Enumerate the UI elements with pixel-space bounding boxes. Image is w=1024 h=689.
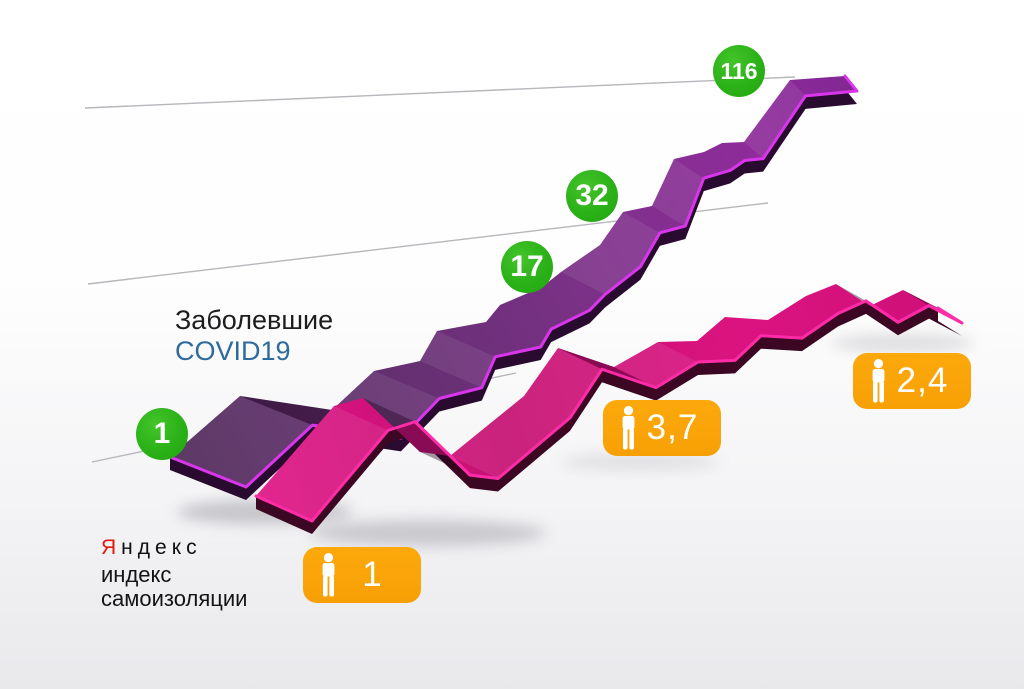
isolation-value-badge: 1 — [303, 547, 421, 603]
covid-value-badge: 1 — [136, 408, 188, 460]
covid-value-badge: 17 — [501, 241, 553, 293]
isolation-ribbon — [256, 284, 962, 521]
isolation-value: 1 — [362, 555, 383, 594]
covid-value: 32 — [575, 179, 609, 212]
isolation-value-badge: 2,4 — [853, 353, 971, 409]
isolation-ribbon-rim-highlight — [254, 299, 964, 523]
isolation-ribbon-segment-shade — [256, 406, 388, 521]
isolation-ribbon-side-face — [256, 300, 962, 534]
covid-ribbon-segment-shade — [170, 396, 313, 487]
isolation-value: 3,7 — [646, 408, 699, 447]
isolation-label-line1: индекс — [101, 562, 172, 587]
ground-shadow — [310, 520, 546, 546]
covid-ribbon — [170, 76, 857, 487]
isolation-ribbon-segment-shade — [524, 348, 602, 418]
person-icon — [872, 359, 885, 403]
covid-ribbon-segment-shade — [420, 331, 496, 388]
covid-value-badge: 32 — [566, 170, 618, 222]
isolation-label-line2: самоизоляции — [101, 586, 248, 611]
covid-ribbon-segment-shade — [744, 80, 806, 159]
covid-series-label: Заболевшие COVID19 — [175, 305, 333, 367]
isolation-ribbon-segment-shade — [450, 396, 570, 479]
yandex-logo-first-letter: Я — [101, 536, 122, 559]
covid-value-badge: 116 — [713, 45, 765, 97]
yandex-logo: Яндекс — [101, 536, 247, 560]
covid-ribbon-segment-shade — [600, 212, 660, 267]
gridline — [84, 76, 796, 109]
isolation-ribbon-segment-shade — [614, 342, 698, 388]
covid-series-label-line2: COVID19 — [175, 336, 291, 366]
covid-value: 116 — [720, 57, 758, 84]
isolation-value: 2,4 — [896, 361, 949, 400]
person-icon — [322, 553, 335, 597]
yandex-logo-rest: ндекс — [121, 536, 202, 559]
ground-shadow — [830, 334, 974, 352]
isolation-value-badge: 3,7 — [603, 400, 721, 456]
person-icon — [622, 406, 635, 450]
covid-series-label-line1: Заболевшие — [175, 305, 334, 335]
covid-value: 1 — [153, 417, 171, 450]
isolation-series-label: Яндекс индекс самоизоляции — [101, 536, 247, 611]
covid-value: 17 — [510, 250, 544, 283]
ground-shadow — [560, 453, 720, 471]
isolation-ribbon-segment-shade — [363, 398, 470, 476]
